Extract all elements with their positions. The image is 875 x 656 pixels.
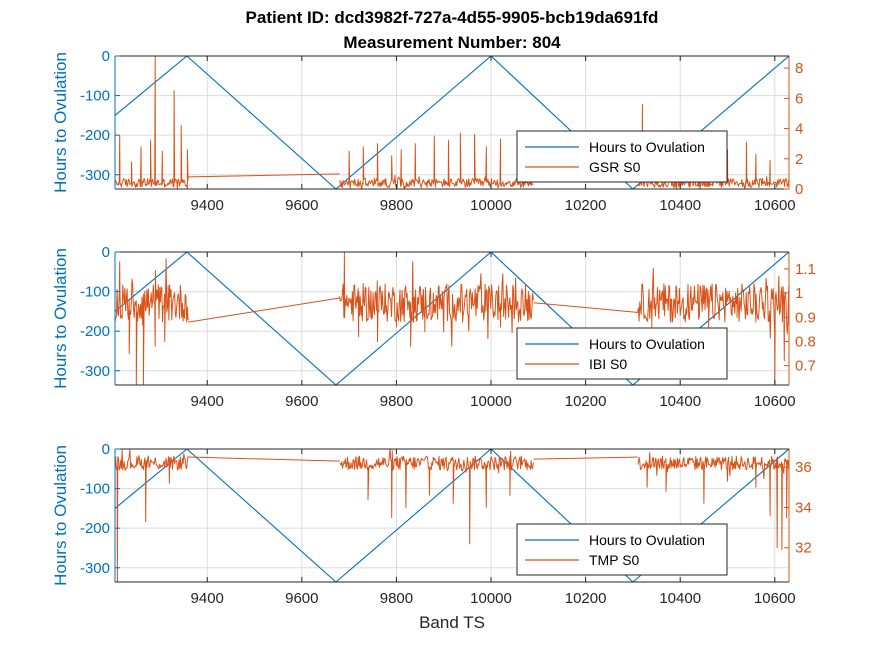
x-tick-label: 10000 (470, 197, 512, 214)
legend-box (516, 130, 728, 183)
subplot-1: 9400 9600 9800 10000 10200 10400 106000-100-20… (51, 48, 803, 214)
y-right-tick-label: 0.7 (795, 358, 816, 375)
x-tick-label: 9800 (380, 590, 413, 607)
legend: Hours to Ovulation IBI S0 (516, 327, 728, 380)
series-line-gap-bridge (188, 297, 340, 323)
y-left-tick-label: -300 (80, 167, 110, 184)
x-tick-label: 10000 (470, 393, 512, 410)
y-right-tick-label: 4 (795, 121, 803, 138)
legend-entry-label: Hours to Ovulation (589, 139, 705, 155)
series-line-gap-bridge (533, 456, 638, 460)
x-tick-label: 9400 (191, 393, 224, 410)
y-right-tick-label: 6 (795, 90, 803, 107)
x-axis-label: Band TS (419, 613, 485, 632)
axes-host: 9400 9600 9800 10000 10200 10400 106000-100-20… (51, 48, 816, 632)
y-axis-left-label: Hours to Ovulation (51, 52, 70, 193)
x-tick-label: 10400 (659, 197, 701, 214)
legend-entry-label: Hours to Ovulation (589, 336, 705, 352)
y-right-tick-label: 34 (795, 499, 812, 516)
series-line-gap-bridge (188, 173, 340, 178)
x-tick-label: 10200 (565, 393, 607, 410)
y-right-tick-label: 0.8 (795, 333, 816, 350)
figure-title-line2: Measurement Number: 804 (343, 33, 561, 52)
y-axis-left-label: Hours to Ovulation (51, 445, 70, 586)
x-tick-label: 10600 (754, 197, 796, 214)
y-right-tick-label: 0.9 (795, 309, 816, 326)
y-left-tick-label: -300 (80, 560, 110, 577)
series-line-tmp-s0-segment (637, 452, 789, 551)
series-line-ibi-s0-segment (115, 258, 189, 385)
x-tick-label: 9400 (191, 197, 224, 214)
y-left-tick-label: -200 (80, 520, 110, 537)
legend: Hours to Ovulation GSR S0 (516, 130, 728, 183)
legend-entry-label: TMP S0 (589, 552, 640, 568)
y-right-tick-label: 1.1 (795, 261, 816, 278)
x-tick-label: 10000 (470, 590, 512, 607)
y-left-tick-label: -200 (80, 323, 110, 340)
y-axis-left-label: Hours to Ovulation (51, 248, 70, 389)
x-tick-label: 9600 (285, 590, 318, 607)
legend-box (516, 523, 728, 576)
y-right-tick-label: 0 (795, 181, 803, 198)
y-right-tick-label: 36 (795, 459, 812, 476)
x-tick-label: 9400 (191, 590, 224, 607)
y-right-tick-label: 1 (795, 285, 803, 302)
y-right-tick-label: 32 (795, 540, 812, 557)
series-line-ibi-s0-segment (339, 252, 534, 347)
series-line-gsr-s0-segment (115, 56, 189, 189)
x-tick-label: 9800 (380, 393, 413, 410)
x-tick-label: 10600 (754, 393, 796, 410)
series-line-gsr-s0-segment (339, 132, 534, 189)
y-left-tick-label: 0 (102, 244, 110, 261)
series-line-gap-bridge (188, 456, 340, 462)
y-right-tick-label: 2 (795, 151, 803, 168)
series-line-gap-bridge (533, 302, 638, 313)
x-tick-label: 9600 (285, 393, 318, 410)
legend: Hours to Ovulation TMP S0 (516, 523, 728, 576)
series-line-tmp-s0-segment (339, 449, 534, 545)
subplot-3: 9400 9600 9800 10000 10200 10400 10600 0 -100 -20… (51, 441, 812, 632)
x-tick-label: 10600 (754, 590, 796, 607)
y-left-tick-label: 0 (102, 48, 110, 65)
subplot-2: 9400 9600 9800 10000 10200 10400 10600 0 -100 -20… (51, 244, 816, 410)
legend-box (516, 327, 728, 380)
x-tick-label: 10200 (565, 590, 607, 607)
x-tick-label: 9800 (380, 197, 413, 214)
legend-entry-label: GSR S0 (589, 159, 641, 175)
figure-title-line1: Patient ID: dcd3982f-727a-4d55-9905-bcb1… (246, 8, 659, 27)
y-left-tick-label: -100 (80, 284, 110, 301)
legend-entry-label: Hours to Ovulation (589, 532, 705, 548)
x-tick-label: 10400 (659, 393, 701, 410)
x-tick-label: 10200 (565, 197, 607, 214)
series-line-tmp-s0-segment (115, 449, 189, 582)
legend-entry-label: IBI S0 (589, 356, 627, 372)
y-right-tick-label: 8 (795, 60, 803, 77)
x-tick-label: 9600 (285, 197, 318, 214)
y-left-tick-label: -300 (80, 363, 110, 380)
y-left-tick-label: 0 (102, 441, 110, 458)
series-line-ibi-s0-segment (637, 268, 789, 385)
y-left-tick-label: -100 (80, 481, 110, 498)
y-left-tick-label: -100 (80, 88, 110, 105)
x-tick-label: 10400 (659, 590, 701, 607)
y-left-tick-label: -200 (80, 127, 110, 144)
